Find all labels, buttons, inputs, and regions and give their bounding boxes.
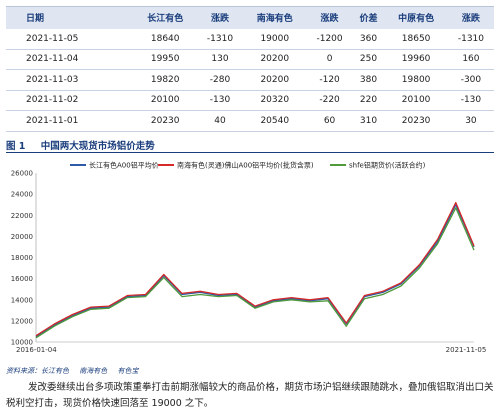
header-change-2: 涨跌 bbox=[306, 6, 353, 29]
cell-change: -1310 bbox=[196, 28, 244, 50]
y-tick-label: 24000 bbox=[11, 191, 33, 199]
x-start-label: 2016-01-04 bbox=[16, 346, 57, 354]
cell-spread: 250 bbox=[352, 49, 385, 70]
header-nanhai: 南海有色 bbox=[243, 6, 307, 29]
cell-change: 130 bbox=[196, 49, 244, 70]
price-table: 日期 长江有色 涨跌 南海有色 涨跌 价差 中原有色 涨跌 2021-11-05… bbox=[6, 6, 494, 132]
cell-changjiang: 20100 bbox=[133, 90, 197, 111]
cell-zhongyuan: 20230 bbox=[384, 110, 448, 132]
legend-label-0: 长江有色A00铝平均价 bbox=[89, 161, 159, 170]
cell-change: -130 bbox=[196, 90, 244, 111]
series-line-0 bbox=[35, 204, 475, 338]
cell-nanhai: 20540 bbox=[243, 110, 307, 132]
series-line-2 bbox=[35, 207, 475, 339]
cell-date: 2021-11-01 bbox=[6, 110, 134, 132]
cell-spread: 380 bbox=[352, 69, 385, 91]
source-note: 资料来源：长江有色 南海有色 有色宝 bbox=[6, 366, 146, 376]
y-tick-label: 18000 bbox=[11, 254, 33, 262]
source-label: 资料来源：长江有色 bbox=[6, 367, 69, 375]
aluminum-price-chart: 长江有色A00铝平均价 南海有色(灵通)佛山A00铝平均价(批货含票) shfe铝期… bbox=[11, 161, 487, 355]
cell-date: 2021-11-05 bbox=[6, 28, 134, 50]
table-row: 2021-11-03 19820 -280 20200 -120 380 198… bbox=[6, 69, 494, 91]
cell-date: 2021-11-04 bbox=[6, 49, 134, 70]
y-tick-label: 26000 bbox=[11, 170, 33, 178]
legend-label-1: 南海有色(灵通)佛山A00铝平均价(批货含票) bbox=[177, 161, 314, 170]
y-tick-label: 10000 bbox=[11, 339, 33, 347]
header-changjiang: 长江有色 bbox=[133, 6, 197, 29]
y-tick-label: 16000 bbox=[11, 275, 33, 283]
header-date: 日期 bbox=[6, 6, 134, 29]
cell-changjiang: 18640 bbox=[133, 28, 197, 50]
cell-change: 30 bbox=[447, 110, 494, 132]
table-row: 2021-11-04 19950 130 20200 0 250 19960 1… bbox=[6, 49, 494, 70]
y-tick-label: 12000 bbox=[11, 317, 33, 325]
x-axis: 2016-01-04 2021-11-05 bbox=[16, 341, 487, 354]
source-item: 有色宝 bbox=[117, 367, 139, 375]
header-change-3: 涨跌 bbox=[447, 6, 494, 29]
body-paragraph: 发改委继续出台多项政策重拳打击前期涨幅较大的商品价格，期货市场沪铝继续跟随跳水，… bbox=[6, 382, 494, 409]
y-tick-label: 22000 bbox=[11, 212, 33, 220]
figure-divider bbox=[6, 152, 494, 153]
cell-change: -300 bbox=[447, 69, 494, 91]
y-tick-label: 20000 bbox=[11, 233, 33, 241]
cell-change: -220 bbox=[306, 90, 353, 111]
legend-label-2: shfe铝期货价(活跃合约) bbox=[349, 161, 426, 170]
cell-spread: 310 bbox=[352, 110, 385, 132]
table-row: 2021-11-05 18640 -1310 19000 -1200 360 1… bbox=[6, 28, 494, 50]
source-item: 南海有色 bbox=[79, 367, 108, 375]
figure-number: 图 1 bbox=[6, 141, 26, 152]
cell-change: 0 bbox=[306, 49, 353, 70]
cell-zhongyuan: 19800 bbox=[384, 69, 448, 91]
cell-spread: 220 bbox=[352, 90, 385, 111]
table-header-row: 日期 长江有色 涨跌 南海有色 涨跌 价差 中原有色 涨跌 bbox=[6, 6, 494, 29]
cell-zhongyuan: 20100 bbox=[384, 90, 448, 111]
cell-spread: 360 bbox=[352, 28, 385, 50]
series-line-1 bbox=[35, 201, 475, 337]
cell-change: -120 bbox=[306, 69, 353, 91]
cell-change: 160 bbox=[447, 49, 494, 70]
cell-zhongyuan: 19960 bbox=[384, 49, 448, 70]
chart-legend: 长江有色A00铝平均价 南海有色(灵通)佛山A00铝平均价(批货含票) shfe铝期… bbox=[70, 161, 426, 170]
cell-nanhai: 20200 bbox=[243, 49, 307, 70]
header-spread: 价差 bbox=[352, 6, 385, 29]
cell-change: 60 bbox=[306, 110, 353, 132]
header-change-1: 涨跌 bbox=[196, 6, 244, 29]
cell-nanhai: 20200 bbox=[243, 69, 307, 91]
cell-change: -1200 bbox=[306, 28, 353, 50]
cell-changjiang: 19950 bbox=[133, 49, 197, 70]
cell-changjiang: 19820 bbox=[133, 69, 197, 91]
series-lines bbox=[35, 201, 475, 339]
cell-changjiang: 20230 bbox=[133, 110, 197, 132]
cell-change: -280 bbox=[196, 69, 244, 91]
x-end-label: 2021-11-05 bbox=[446, 346, 487, 354]
y-tick-label: 14000 bbox=[11, 296, 33, 304]
cell-zhongyuan: 18650 bbox=[384, 28, 448, 50]
cell-nanhai: 20320 bbox=[243, 90, 307, 111]
figure-caption: 中国两大现货市场铝价走势 bbox=[40, 141, 155, 152]
table-row: 2021-11-02 20100 -130 20320 -220 220 201… bbox=[6, 90, 494, 111]
cell-date: 2021-11-03 bbox=[6, 69, 134, 91]
y-axis: 10000 12000 14000 16000 18000 20000 22000 24000… bbox=[11, 170, 37, 347]
table-row: 2021-11-01 20230 40 20540 60 310 20230 3… bbox=[6, 110, 494, 132]
cell-date: 2021-11-02 bbox=[6, 90, 134, 111]
header-zhongyuan: 中原有色 bbox=[384, 6, 448, 29]
figure-title: 图 1 中国两大现货市场铝价走势 bbox=[6, 138, 155, 152]
cell-change: -130 bbox=[447, 90, 494, 111]
cell-change: -1310 bbox=[447, 28, 494, 50]
cell-change: 40 bbox=[196, 110, 244, 132]
cell-nanhai: 19000 bbox=[243, 28, 307, 50]
